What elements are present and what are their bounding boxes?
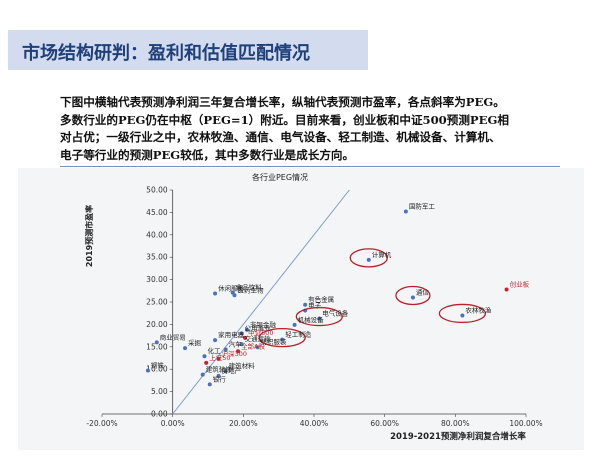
data-label: 公用事业 <box>245 323 271 332</box>
data-point <box>223 347 228 352</box>
description: 下图中横轴代表预测净利润三年复合增长率，纵轴代表预测市盈率，各点斜率为PEG。 … <box>60 94 580 164</box>
data-label: 中证500 <box>248 328 273 337</box>
data-label: 纺织服装 <box>260 337 287 346</box>
data-label: 有色金属 <box>308 295 334 304</box>
x-tick-label: 20.00% <box>229 419 258 428</box>
y-tick-label: 5.00 <box>151 387 168 396</box>
data-point <box>200 372 205 377</box>
data-label: 上证50 <box>209 353 230 362</box>
y-tick-label: 15.00 <box>146 342 168 351</box>
highlight-circle <box>295 306 343 327</box>
data-point <box>202 354 207 359</box>
chart-frame: 各行业PEG情况 2019-2021预测净利润复合增长率 2019预测市盈率 -… <box>18 168 584 450</box>
highlight-circle <box>395 285 431 306</box>
peg-scatter-chart: 各行业PEG情况 2019-2021预测净利润复合增长率 2019预测市盈率 -… <box>84 172 543 442</box>
data-label: 农林牧渔 <box>465 305 492 314</box>
y-tick-label: 50.00 <box>146 186 168 195</box>
data-label: 家用电器 <box>218 330 245 339</box>
y-tick-label: 45.00 <box>146 208 168 217</box>
data-point <box>239 342 244 347</box>
data-label: 创业板 <box>510 279 530 288</box>
data-point <box>243 335 248 340</box>
data-point <box>292 322 297 327</box>
x-tick-label: 80.00% <box>441 419 470 428</box>
data-point <box>223 368 228 373</box>
data-point <box>204 360 209 365</box>
data-label: 房地产 <box>222 366 242 375</box>
data-label: 食品饮料 <box>236 283 263 292</box>
data-point <box>403 209 408 214</box>
data-label: 商业贸易 <box>160 332 186 341</box>
page-title: 市场结构研判：盈利和估值匹配情况 <box>22 43 310 64</box>
data-label: 医药生物 <box>238 285 265 294</box>
data-point <box>213 338 218 343</box>
data-point <box>213 291 218 296</box>
data-label: 汽车 <box>229 339 243 348</box>
peg-reference-line <box>172 189 350 415</box>
y-tick-label: 0.00 <box>151 410 168 419</box>
data-label: 电气设备 <box>322 309 349 318</box>
x-axis-label: 2019-2021预测净利润复合增长率 <box>390 431 526 442</box>
description-line: 对占优；一级行业之中，农林牧渔、通信、电气设备、轻工制造、机械设备、计算机、 <box>60 130 501 144</box>
data-point <box>303 302 308 307</box>
data-label: 沪深300 <box>222 349 247 358</box>
data-point <box>366 257 371 262</box>
data-label: 电子 <box>308 301 322 310</box>
y-tick-label: 35.00 <box>146 253 168 262</box>
data-point <box>317 316 322 321</box>
data-label: 计算机 <box>372 250 392 259</box>
data-label: 银行 <box>213 374 227 383</box>
y-tick-label: 40.00 <box>146 230 168 239</box>
data-label: 钢铁 <box>151 361 165 370</box>
description-line: 下图中横轴代表预测净利润三年复合增长率，纵轴代表预测市盈率，各点斜率为PEG。 <box>60 95 505 109</box>
data-point <box>232 293 237 298</box>
y-axis-label: 2019预测市盈率 <box>84 205 94 267</box>
data-point <box>244 327 249 332</box>
data-point <box>255 345 260 350</box>
data-point <box>236 349 241 354</box>
x-tick-label: 40.00% <box>300 419 329 428</box>
highlight-circle <box>258 327 306 348</box>
x-tick-label: 60.00% <box>370 419 399 428</box>
data-point <box>216 373 221 378</box>
data-label: 休闲服务 <box>218 283 245 292</box>
data-point <box>207 382 212 387</box>
data-point <box>183 346 188 351</box>
data-label: 化工 <box>207 346 221 355</box>
data-point <box>504 287 509 292</box>
data-point <box>280 337 285 342</box>
description-line: 电子等行业的预测PEG较低，其中多数行业是成长方向。 <box>60 147 355 162</box>
data-label: 建筑装饰 <box>206 365 233 374</box>
y-tick-label: 10.00 <box>146 365 168 374</box>
data-label: 通信 <box>416 288 430 297</box>
highlight-circle <box>349 248 388 268</box>
description-line: 多数行业的PEG仍在中枢（PEG=1）附近。目前来看，创业板和中证500预测PE… <box>60 112 509 127</box>
title-bar: 市场结构研判：盈利和估值匹配情况 <box>8 30 368 70</box>
y-tick-label: 30.00 <box>146 275 168 284</box>
data-label: 全部A股 <box>241 341 265 350</box>
data-label: 建筑材料 <box>229 361 256 370</box>
y-tick-label: 25.00 <box>146 298 168 307</box>
data-label: 交通运输 <box>245 334 271 343</box>
divider <box>60 166 560 167</box>
data-point <box>410 295 415 300</box>
data-point <box>145 368 150 373</box>
data-label: 采掘 <box>188 338 202 347</box>
highlight-circle <box>438 303 487 324</box>
data-label: 国防军工 <box>409 202 436 211</box>
x-tick-label: 0.00% <box>161 419 185 428</box>
data-point <box>239 331 244 336</box>
data-point <box>154 340 159 345</box>
data-point <box>216 356 221 361</box>
x-tick-label: -20.00% <box>86 419 117 428</box>
data-label: 非银金融 <box>250 320 277 329</box>
data-point <box>460 313 465 318</box>
data-label: 机械设备 <box>298 315 325 324</box>
plot-area: -20.00% 0.00% 20.00% 40.00% 60.00% 80.00% 100.… <box>86 186 542 429</box>
x-tick-label: 100.00% <box>509 419 542 428</box>
chart-title: 各行业PEG情况 <box>252 172 308 182</box>
y-tick-label: 20.00 <box>146 320 168 329</box>
data-label: 轻工制造 <box>285 330 312 339</box>
